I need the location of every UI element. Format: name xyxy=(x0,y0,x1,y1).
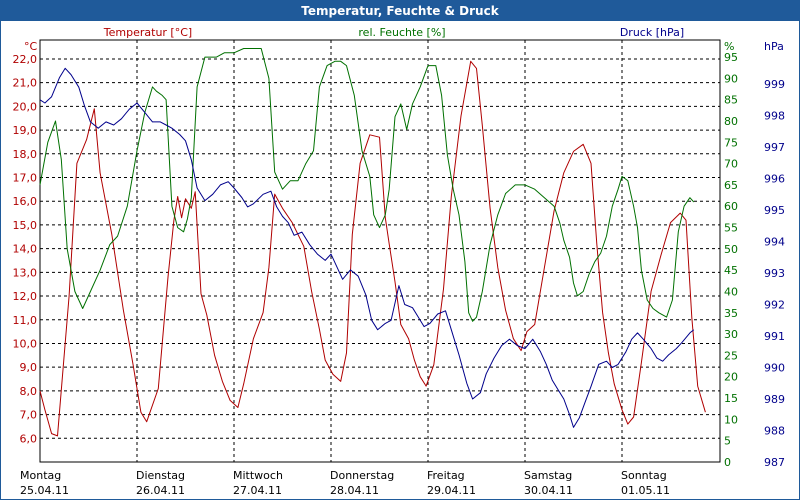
temperature-tick-label: 20,0 xyxy=(13,100,38,113)
day-date: 26.04.11 xyxy=(136,484,185,497)
pressure-tick-label: 998 xyxy=(764,110,785,123)
temperature-unit-label: °C xyxy=(24,40,38,53)
pressure-tick-label: 988 xyxy=(764,425,785,438)
grid-lines xyxy=(40,40,720,462)
day-label: Freitag 29.04.11 xyxy=(427,469,476,497)
temperature-tick-label: 9,0 xyxy=(20,361,38,374)
humidity-tick-label: 35 xyxy=(724,307,738,320)
temperature-axis-ticks: 6,0 7,0 8,0 9,0 10,0 11,0 12,0 13,0 14,0 15,0 16,0… xyxy=(13,53,38,445)
temperature-tick-label: 19,0 xyxy=(13,124,38,137)
day-date: 01.05.11 xyxy=(621,484,670,497)
temperature-tick-label: 10,0 xyxy=(13,337,38,350)
day-name: Mittwoch xyxy=(233,469,283,482)
temperature-tick-label: 13,0 xyxy=(13,266,38,279)
humidity-line xyxy=(39,48,695,322)
humidity-tick-label: 55 xyxy=(724,222,738,235)
temperature-tick-label: 21,0 xyxy=(13,77,38,90)
pressure-tick-label: 990 xyxy=(764,362,785,375)
pressure-tick-label: 994 xyxy=(764,236,785,249)
temperature-tick-label: 11,0 xyxy=(13,314,38,327)
temperature-tick-label: 15,0 xyxy=(13,219,38,232)
day-date: 28.04.11 xyxy=(330,484,379,497)
temperature-tick-label: 17,0 xyxy=(13,172,38,185)
pressure-tick-label: 996 xyxy=(764,173,785,186)
temperature-tick-label: 7,0 xyxy=(20,409,38,422)
humidity-tick-label: 85 xyxy=(724,94,738,107)
pressure-tick-label: 992 xyxy=(764,299,785,312)
day-date: 27.04.11 xyxy=(233,484,282,497)
humidity-tick-label: 95 xyxy=(724,51,738,64)
humidity-tick-label: 40 xyxy=(724,285,738,298)
day-name: Donnerstag xyxy=(330,469,394,482)
day-date: 25.04.11 xyxy=(20,484,69,497)
day-label: Montag 25.04.11 xyxy=(20,469,69,497)
pressure-unit-label: hPa xyxy=(764,40,784,53)
humidity-tick-label: 20 xyxy=(724,371,738,384)
day-name: Montag xyxy=(20,469,61,482)
pressure-tick-label: 987 xyxy=(764,456,785,469)
humidity-tick-label: 0 xyxy=(724,456,731,469)
temperature-tick-label: 22,0 xyxy=(13,53,38,66)
pressure-axis-title: Druck [hPa] xyxy=(620,26,684,39)
day-date: 29.04.11 xyxy=(427,484,476,497)
temperature-tick-label: 14,0 xyxy=(13,243,38,256)
temperature-tick-label: 6,0 xyxy=(20,432,38,445)
temperature-axis-title: Temperatur [°C] xyxy=(103,26,192,39)
plot-area xyxy=(39,39,721,463)
pressure-line xyxy=(39,67,695,428)
humidity-axis-title: rel. Feuchte [%] xyxy=(358,26,445,39)
data-series xyxy=(39,48,706,437)
day-name: Freitag xyxy=(427,469,465,482)
temperature-line xyxy=(39,60,706,437)
humidity-tick-label: 65 xyxy=(724,179,738,192)
day-name: Sonntag xyxy=(621,469,667,482)
humidity-axis-ticks: 0 5 10 15 20 25 30 35 40 45 50 55 60 65 70 75 80 85 90 95 xyxy=(724,51,738,469)
pressure-tick-label: 989 xyxy=(764,393,785,406)
temperature-tick-label: 16,0 xyxy=(13,195,38,208)
humidity-tick-label: 75 xyxy=(724,136,738,149)
temperature-tick-label: 8,0 xyxy=(20,385,38,398)
day-label: Sonntag 01.05.11 xyxy=(621,469,670,497)
humidity-tick-label: 5 xyxy=(724,435,731,448)
pressure-tick-label: 993 xyxy=(764,267,785,280)
humidity-tick-label: 60 xyxy=(724,200,738,213)
humidity-tick-label: 30 xyxy=(724,328,738,341)
pressure-tick-label: 991 xyxy=(764,330,785,343)
humidity-tick-label: 50 xyxy=(724,243,738,256)
pressure-tick-label: 995 xyxy=(764,204,785,217)
humidity-tick-label: 70 xyxy=(724,158,738,171)
x-axis-day-labels: Montag 25.04.11 Dienstag 26.04.11 Mittwoch 27… xyxy=(20,469,670,497)
humidity-unit-label: % xyxy=(724,40,734,53)
pressure-axis-ticks: 987 988 989 990 991 992 993 994 995 996 997 998 999 xyxy=(764,78,785,469)
pressure-tick-label: 997 xyxy=(764,141,785,154)
day-label: Mittwoch 27.04.11 xyxy=(233,469,283,497)
day-date: 30.04.11 xyxy=(524,484,573,497)
humidity-tick-label: 45 xyxy=(724,264,738,277)
humidity-tick-label: 25 xyxy=(724,349,738,362)
humidity-tick-label: 15 xyxy=(724,392,738,405)
temperature-tick-label: 12,0 xyxy=(13,290,38,303)
temperature-tick-label: 18,0 xyxy=(13,148,38,161)
day-label: Donnerstag 28.04.11 xyxy=(330,469,394,497)
day-label: Samstag 30.04.11 xyxy=(524,469,573,497)
pressure-tick-label: 999 xyxy=(764,78,785,91)
chart-title: Temperatur, Feuchte & Druck xyxy=(1,1,799,21)
day-label: Dienstag 26.04.11 xyxy=(136,469,185,497)
day-name: Samstag xyxy=(524,469,572,482)
day-name: Dienstag xyxy=(136,469,185,482)
humidity-tick-label: 90 xyxy=(724,72,738,85)
humidity-tick-label: 10 xyxy=(724,413,738,426)
humidity-tick-label: 80 xyxy=(724,115,738,128)
